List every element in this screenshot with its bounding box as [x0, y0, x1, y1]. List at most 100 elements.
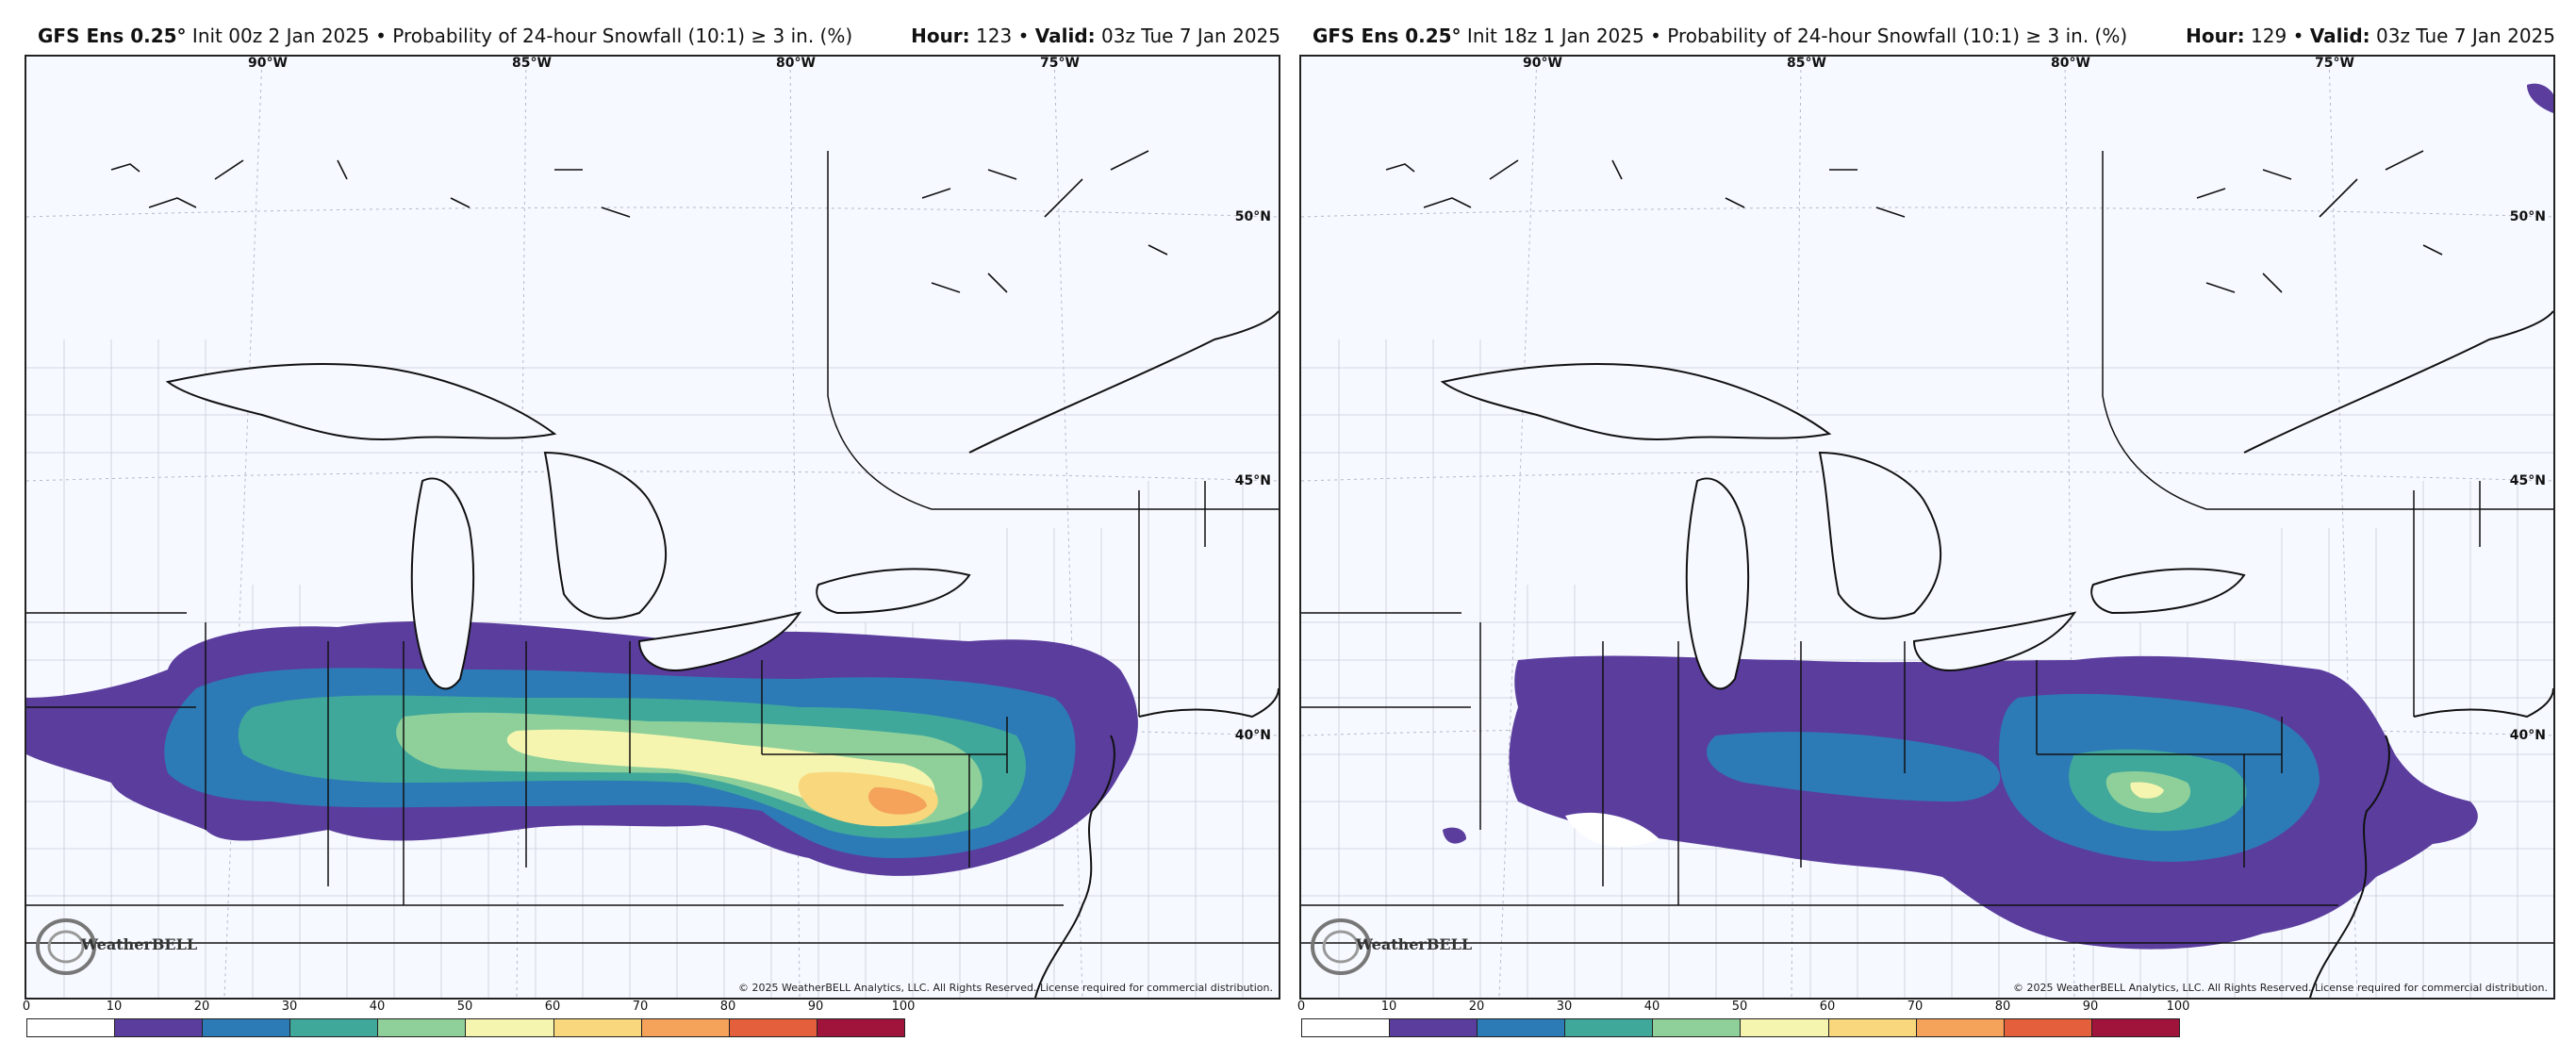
right-map-panel: GFS Ens 0.25° Init 18z 1 Jan 2025 • Prob… — [1288, 0, 2555, 1058]
logo-text: WeatherBELL — [81, 935, 198, 953]
init-time: Init 00z 2 Jan 2025 — [191, 25, 370, 47]
colorbar-tick: 100 — [2166, 1000, 2190, 1014]
hour-label: Hour: — [2186, 25, 2245, 47]
lon-label: 80°W — [776, 56, 816, 71]
weatherbell-logo: WeatherBELL — [32, 915, 198, 977]
logo-swirl-icon — [36, 918, 96, 975]
lat-label: 50°N — [1234, 209, 1271, 224]
colorbar-tick: 100 — [891, 1000, 916, 1014]
hour-label: Hour: — [911, 25, 970, 47]
separator: • — [2292, 25, 2304, 47]
coastlines — [1440, 310, 2553, 998]
snowfall-map: 90°W 85°W 80°W 75°W 50°N 45°N 40°N Weath… — [1299, 55, 2555, 1000]
colorbar-tick: 30 — [1556, 1000, 1573, 1014]
lon-label: 85°W — [1787, 56, 1826, 71]
colorbar-tick: 60 — [544, 1000, 561, 1014]
separator: • — [1650, 25, 1661, 47]
map-canvas — [1301, 57, 2553, 998]
colorbar-swatch — [553, 1019, 642, 1036]
colorbar-ticks: 0 10 20 30 40 50 60 70 80 90 100 — [22, 1000, 916, 1017]
colorbar-swatch — [2004, 1019, 2092, 1036]
colorbar-swatches — [26, 1018, 905, 1037]
map-canvas — [26, 57, 1279, 998]
colorbar-swatch — [1478, 1019, 1566, 1036]
colorbar-tick: 30 — [281, 1000, 298, 1014]
lon-label: 75°W — [1040, 56, 1080, 71]
colorbar-tick: 10 — [1380, 1000, 1397, 1014]
colorbar-swatch — [1390, 1019, 1478, 1036]
colorbar-tick: 50 — [1731, 1000, 1748, 1014]
colorbar-swatch — [641, 1019, 730, 1036]
lon-label: 75°W — [2315, 56, 2354, 71]
left-map-panel: GFS Ens 0.25° Init 00z 2 Jan 2025 • Prob… — [13, 0, 1280, 1058]
lat-label: 50°N — [2509, 209, 2546, 224]
hour-value: 129 — [2251, 25, 2287, 47]
snow-probability-field — [1443, 655, 2478, 950]
colorbar-tick: 40 — [369, 1000, 386, 1014]
colorbar-tick: 80 — [719, 1000, 736, 1014]
colorbar-swatch — [1302, 1019, 1391, 1036]
colorbar-swatches — [1301, 1018, 2180, 1037]
colorbar-tick: 60 — [1819, 1000, 1836, 1014]
colorbar-swatch — [817, 1019, 904, 1036]
canadian-lakes — [110, 150, 1168, 293]
colorbar-swatch — [203, 1019, 291, 1036]
colorbar: 0 10 20 30 40 50 60 70 80 90 100 — [22, 1000, 916, 1052]
colorbar: 0 10 20 30 40 50 60 70 80 90 100 — [1297, 1000, 2190, 1052]
colorbar-tick: 20 — [1468, 1000, 1485, 1014]
model-name: GFS Ens 0.25° — [1313, 25, 1461, 47]
snow-probability-field — [26, 620, 1138, 876]
colorbar-swatch — [1565, 1019, 1654, 1036]
colorbar-tick: 80 — [1994, 1000, 2011, 1014]
model-name: GFS Ens 0.25° — [38, 25, 187, 47]
copyright-note: © 2025 WeatherBELL Analytics, LLC. All R… — [738, 982, 1273, 994]
colorbar-swatch — [1828, 1019, 1917, 1036]
colorbar-tick: 0 — [1296, 1000, 1306, 1014]
colorbar-tick: 70 — [1907, 1000, 1924, 1014]
colorbar-swatch — [27, 1019, 116, 1036]
valid-info: Hour: 129 • Valid: 03z Tue 7 Jan 2025 — [2186, 25, 2555, 47]
lon-label: 90°W — [1523, 56, 1562, 71]
colorbar-tick: 40 — [1643, 1000, 1660, 1014]
separator: • — [1017, 25, 1030, 47]
graticule — [1301, 57, 2553, 998]
colorbar-swatch — [729, 1019, 817, 1036]
logo-text: WeatherBELL — [1356, 935, 1473, 953]
colorbar-tick: 90 — [2082, 1000, 2099, 1014]
lon-label: 90°W — [248, 56, 288, 71]
valid-label: Valid: — [2309, 25, 2370, 47]
separator: • — [375, 25, 387, 47]
colorbar-tick: 20 — [193, 1000, 210, 1014]
state-borders — [1301, 151, 2553, 944]
colorbar-swatch — [1653, 1019, 1742, 1036]
valid-value: 03z Tue 7 Jan 2025 — [2376, 25, 2555, 47]
logo-swirl-icon — [1311, 918, 1371, 975]
colorbar-tick: 90 — [807, 1000, 824, 1014]
colorbar-tick: 10 — [106, 1000, 123, 1014]
weatherbell-logo: WeatherBELL — [1307, 915, 1473, 977]
colorbar-swatch — [1741, 1019, 1829, 1036]
copyright-note: © 2025 WeatherBELL Analytics, LLC. All R… — [2013, 982, 2548, 994]
colorbar-swatch — [290, 1019, 379, 1036]
colorbar-swatch — [466, 1019, 554, 1036]
colorbar-ticks: 0 10 20 30 40 50 60 70 80 90 100 — [1297, 1000, 2190, 1017]
lon-label: 85°W — [512, 56, 552, 71]
product-title: Probability of 24-hour Snowfall (10:1) ≥… — [392, 25, 853, 47]
valid-label: Valid: — [1034, 25, 1096, 47]
snow-probability-patch — [2527, 83, 2553, 113]
lat-label: 40°N — [2509, 728, 2546, 743]
lat-label: 45°N — [2509, 473, 2546, 488]
panel-header: GFS Ens 0.25° Init 00z 2 Jan 2025 • Prob… — [38, 25, 1280, 51]
lat-label: 45°N — [1234, 473, 1271, 488]
state-borders — [26, 151, 1279, 944]
colorbar-swatch — [115, 1019, 204, 1036]
colorbar-swatch — [2091, 1019, 2179, 1036]
colorbar-tick: 50 — [456, 1000, 473, 1014]
hour-value: 123 — [976, 25, 1013, 47]
valid-info: Hour: 123 • Valid: 03z Tue 7 Jan 2025 — [911, 25, 1280, 47]
coastlines — [165, 310, 1279, 998]
lon-label: 80°W — [2051, 56, 2090, 71]
lat-label: 40°N — [1234, 728, 1271, 743]
colorbar-swatch — [378, 1019, 467, 1036]
colorbar-tick: 0 — [22, 1000, 31, 1014]
